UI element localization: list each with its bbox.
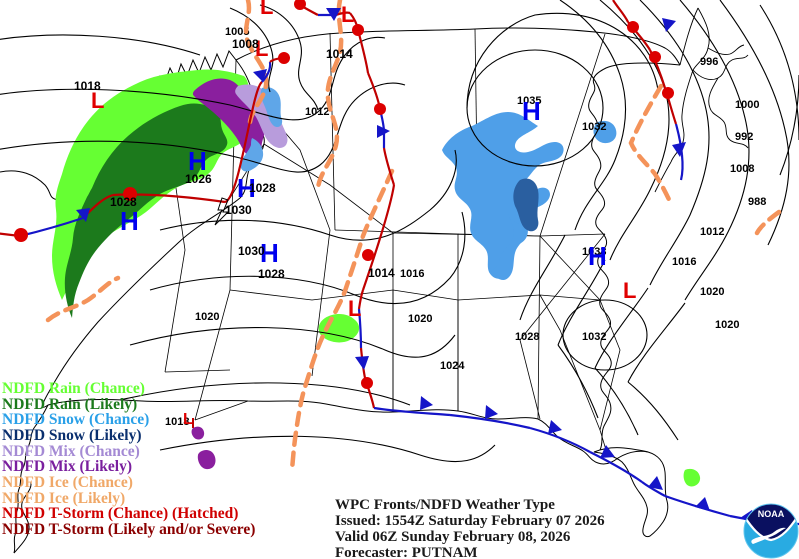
svg-text:1020: 1020 — [715, 319, 739, 331]
svg-text:Issued: 1554Z Saturday Februar: Issued: 1554Z Saturday February 07 2026 — [335, 513, 605, 529]
svg-text:1012: 1012 — [700, 226, 724, 238]
svg-text:1024: 1024 — [440, 360, 465, 372]
svg-text:1032: 1032 — [582, 121, 606, 133]
svg-text:L: L — [183, 411, 193, 428]
svg-text:1000: 1000 — [735, 99, 759, 111]
svg-text:1020: 1020 — [408, 313, 432, 325]
svg-text:1028: 1028 — [249, 181, 276, 195]
svg-text:1020: 1020 — [195, 311, 219, 323]
svg-text:1014: 1014 — [368, 266, 395, 280]
svg-text:1012: 1012 — [305, 106, 329, 118]
svg-text:H: H — [588, 241, 607, 271]
svg-text:1008: 1008 — [232, 37, 259, 51]
svg-text:1028: 1028 — [258, 267, 285, 281]
svg-text:NDFD Rain (Chance): NDFD Rain (Chance) — [2, 380, 145, 397]
svg-text:1028: 1028 — [515, 331, 539, 343]
svg-text:1016: 1016 — [400, 268, 424, 280]
svg-text:988: 988 — [748, 196, 766, 208]
svg-text:1008: 1008 — [730, 163, 754, 175]
svg-text:992: 992 — [735, 131, 753, 143]
svg-text:NDFD T-Storm (Chance) (Hatched: NDFD T-Storm (Chance) (Hatched) — [2, 505, 238, 522]
svg-text:L: L — [260, 0, 273, 19]
svg-text:L: L — [348, 296, 361, 321]
svg-text:996: 996 — [700, 56, 718, 68]
svg-text:1026: 1026 — [185, 172, 212, 186]
svg-text:1030: 1030 — [238, 244, 265, 258]
svg-text:1032: 1032 — [582, 331, 606, 343]
svg-text:H: H — [522, 96, 541, 126]
svg-text:Valid 06Z Sunday February 08,: Valid 06Z Sunday February 08, 2026 — [335, 529, 571, 545]
svg-text:Forecaster: PUTNAM: Forecaster: PUTNAM — [335, 545, 478, 559]
svg-text:1014: 1014 — [326, 47, 353, 61]
svg-text:NDFD T-Storm (Likely and/or Se: NDFD T-Storm (Likely and/or Severe) — [2, 521, 255, 538]
svg-text:NDFD Snow (Likely): NDFD Snow (Likely) — [2, 427, 142, 444]
svg-text:L: L — [623, 278, 636, 303]
svg-text:WPC Fronts/NDFD Weather Type: WPC Fronts/NDFD Weather Type — [335, 497, 555, 513]
svg-text:1018: 1018 — [74, 79, 101, 93]
svg-text:1028: 1028 — [110, 195, 137, 209]
svg-text:NDFD Snow (Chance): NDFD Snow (Chance) — [2, 411, 149, 428]
svg-text:H: H — [120, 206, 139, 236]
svg-text:NDFD Mix (Likely): NDFD Mix (Likely) — [2, 458, 132, 475]
svg-text:NOAA: NOAA — [758, 509, 785, 519]
svg-text:1016: 1016 — [672, 256, 696, 268]
svg-text:L: L — [341, 2, 354, 27]
svg-text:NDFD Ice (Chance): NDFD Ice (Chance) — [2, 474, 133, 491]
svg-text:1020: 1020 — [700, 286, 724, 298]
svg-text:1030: 1030 — [225, 203, 252, 217]
